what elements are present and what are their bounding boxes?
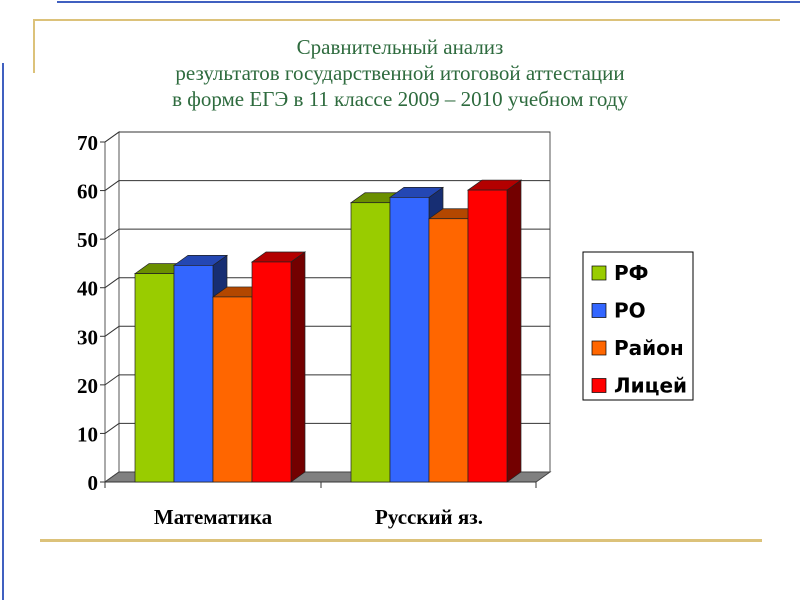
top-blue-rule xyxy=(57,1,800,3)
legend-label: Лицей xyxy=(614,374,687,398)
legend-label: РО xyxy=(614,299,646,323)
bar xyxy=(467,189,508,483)
gridline-depth xyxy=(104,180,120,191)
gridline-depth xyxy=(104,228,120,240)
gridline-depth xyxy=(104,325,120,337)
legend-swatch xyxy=(591,303,607,318)
y-tick-label: 50 xyxy=(77,228,98,252)
bar xyxy=(350,202,391,483)
title-line: Сравнительный анализ xyxy=(296,35,504,59)
left-gold-rule xyxy=(33,19,35,73)
gridline-depth xyxy=(104,374,120,386)
title-line: в форме ЕГЭ в 11 классе 2009 – 2010 учеб… xyxy=(172,87,628,111)
bottom-gold-rule xyxy=(40,539,762,542)
bar xyxy=(389,197,430,483)
bar xyxy=(134,273,175,483)
gridline-depth xyxy=(104,131,120,143)
legend-swatch xyxy=(591,378,607,393)
y-tick-label: 0 xyxy=(88,471,99,495)
bar-side xyxy=(506,179,522,483)
gridline-depth xyxy=(104,423,120,434)
y-tick-label: 10 xyxy=(77,422,98,446)
top-gold-rule xyxy=(33,19,780,21)
y-tick-label: 70 xyxy=(77,131,98,155)
y-tick-label: 40 xyxy=(77,277,98,301)
x-tick-label: Русский яз. xyxy=(375,505,483,529)
left-blue-rule xyxy=(2,63,4,600)
legend-label: Район xyxy=(614,336,684,360)
bar xyxy=(428,218,469,483)
bar xyxy=(251,261,292,483)
y-tick-label: 60 xyxy=(77,180,98,204)
bar xyxy=(212,296,253,483)
legend-swatch xyxy=(591,340,607,356)
legend-label: РФ xyxy=(614,261,649,285)
title-line: результатов государственной итоговой атт… xyxy=(175,61,625,85)
plot-side-wall xyxy=(104,131,120,483)
bar-side xyxy=(290,251,306,483)
x-tick-label: Математика xyxy=(154,505,273,529)
legend-swatch xyxy=(591,265,607,281)
bar xyxy=(173,265,214,483)
y-tick-label: 30 xyxy=(77,325,98,349)
gridline-depth xyxy=(104,277,120,289)
y-tick-label: 20 xyxy=(77,374,98,398)
slide-title: Сравнительный анализ результатов государ… xyxy=(60,34,740,112)
